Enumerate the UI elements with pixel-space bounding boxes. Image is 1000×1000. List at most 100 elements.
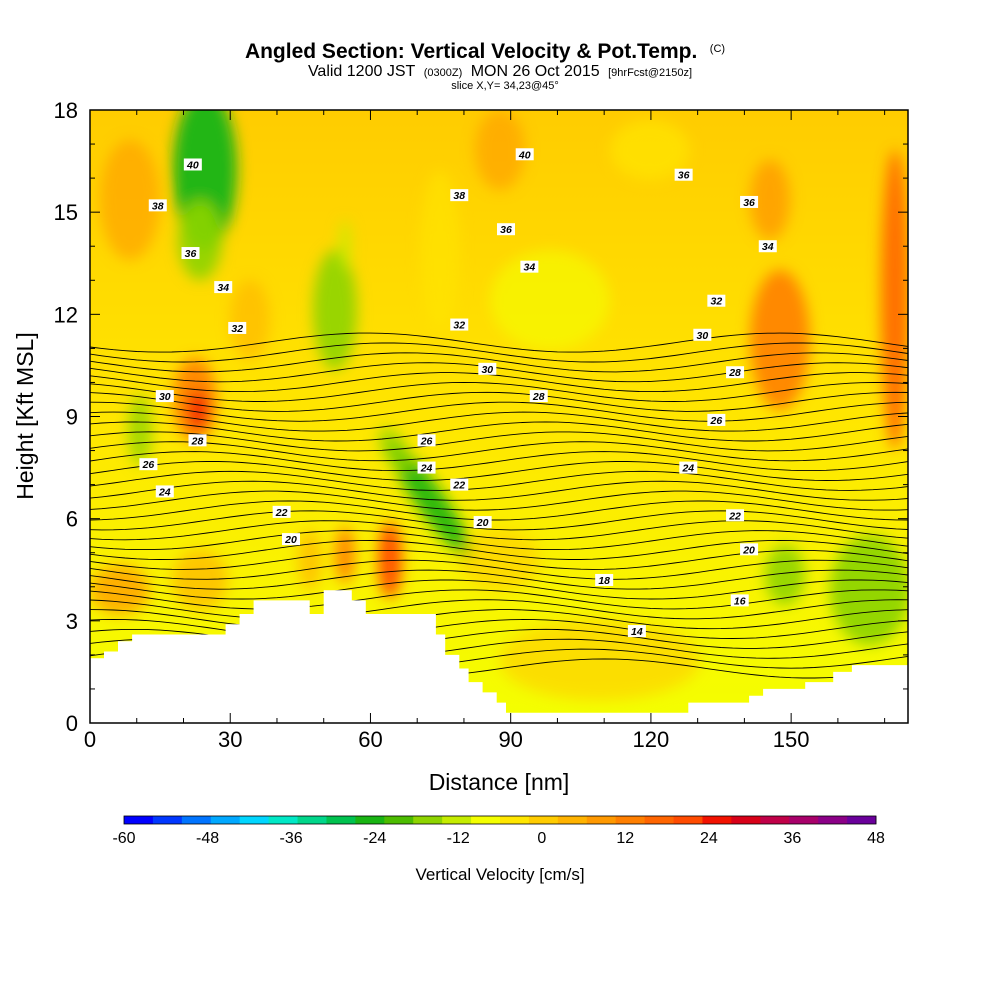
contour-label: 26 (139, 458, 158, 471)
contour-label-text: 16 (734, 595, 746, 607)
theta-contour-line (90, 579, 908, 600)
contour-label: 14 (627, 625, 646, 638)
colorbar-frame (123, 815, 877, 825)
contour-label-text: 28 (728, 367, 741, 379)
contour-label-text: 40 (186, 159, 199, 171)
theta-contour-line (90, 342, 908, 363)
colorbar-tick-label: 24 (700, 830, 718, 847)
contour-label-bg (730, 594, 749, 607)
terrain-mask (90, 590, 908, 723)
colorbar-swatch (760, 816, 790, 824)
theta-contour-line (90, 461, 908, 481)
colorbar-swatch (384, 816, 414, 824)
colorbar-swatch (297, 816, 327, 824)
contour-label: 40 (183, 158, 202, 171)
contour-label-bg (139, 458, 158, 471)
contour-label-bg (214, 281, 233, 294)
colorbar-swatch (152, 816, 183, 824)
contour-label-bg (183, 158, 202, 171)
x-axis-title: Distance [nm] (429, 769, 570, 795)
theta-contour-line (90, 520, 908, 541)
colorbar-swatch (500, 816, 530, 824)
colorbar-swatch (355, 816, 385, 824)
theta-contour-line (90, 391, 908, 412)
contour-label-bg (758, 240, 777, 253)
contour-label-bg (272, 505, 291, 518)
contour-label-text: 34 (524, 262, 536, 274)
x-tick-label: 0 (84, 727, 96, 752)
colorbar-swatch (615, 816, 646, 824)
contour-label-text: 38 (152, 200, 164, 212)
theta-contour-line (90, 421, 908, 442)
velocity-patch (188, 390, 208, 430)
colorbar-swatch (210, 816, 241, 824)
contour-label-text: 34 (762, 241, 774, 253)
colorbar-swatch (847, 816, 877, 824)
theta-contour-line (90, 332, 908, 353)
contour-label-text: 26 (710, 415, 723, 427)
theta-contour-line (90, 470, 908, 491)
slice-info: slice X,Y= 34,23@45° (451, 80, 559, 92)
velocity-patch (230, 280, 270, 360)
title-units-mark: (C) (710, 43, 725, 55)
velocity-patch (460, 530, 540, 590)
x-tick-label: 120 (633, 727, 670, 752)
colorbar-swatch (442, 816, 472, 824)
velocity-patch (420, 170, 460, 330)
contour-label: 24 (679, 461, 698, 475)
contour-label-text: 22 (275, 507, 288, 519)
contour-label: 38 (450, 189, 469, 202)
colorbar-tick-label: -24 (363, 830, 386, 847)
colorbar-swatch (471, 816, 501, 824)
contour-label-bg (155, 390, 174, 403)
colorbar-tick-label: 12 (616, 830, 634, 847)
contour-label-text: 32 (711, 296, 723, 308)
theta-contour-line (90, 559, 908, 580)
contour-label-bg (520, 260, 539, 273)
contour-label: 24 (417, 461, 436, 475)
theta-contour-line (90, 431, 908, 452)
contour-label-bg (707, 294, 726, 307)
contour-label-text: 32 (231, 323, 243, 335)
contour-label-bg (674, 168, 693, 181)
theta-contour-line (90, 480, 908, 501)
valid-date: MON 26 Oct 2015 (471, 63, 600, 80)
y-tick-label: 9 (66, 405, 78, 430)
theta-contour-line (90, 500, 908, 521)
colorbar-tick-label: 36 (784, 830, 802, 847)
velocity-patch (881, 150, 908, 450)
velocity-patch (339, 220, 351, 270)
contour-label-bg (726, 509, 745, 522)
contour-label-text: 20 (476, 517, 489, 529)
contour-label-text: 36 (185, 248, 197, 260)
contour-label-bg (450, 478, 469, 491)
colorbar-tick-label: 48 (867, 830, 885, 847)
contour-label-text: 24 (681, 463, 694, 475)
chart-title: Angled Section: Vertical Velocity & Pot.… (245, 40, 697, 63)
contour-label-text: 24 (158, 486, 171, 498)
contour-label-bg (515, 148, 534, 161)
contour-label-text: 24 (420, 463, 433, 475)
velocity-patch (750, 160, 790, 240)
contour-label-bg (478, 362, 497, 375)
contour-label: 22 (726, 509, 745, 522)
contour-label: 24 (155, 485, 174, 498)
contour-label-text: 20 (284, 534, 297, 546)
contour-label: 34 (758, 240, 777, 253)
colorbar-swatch (181, 816, 212, 824)
valid-time-utc: (0300Z) (424, 67, 463, 79)
contour-label-bg (188, 434, 207, 447)
contour-label: 40 (515, 148, 534, 161)
contour-label-text: 22 (728, 510, 741, 522)
contour-label: 34 (214, 281, 233, 294)
vertical-velocity-field (90, 110, 908, 700)
velocity-patch (178, 200, 222, 280)
contour-label: 30 (478, 362, 497, 376)
contour-label: 30 (693, 328, 712, 342)
contour-label-text: 26 (142, 459, 155, 471)
contour-label-bg (155, 485, 174, 498)
velocity-patch (335, 527, 355, 583)
colorbar-title: Vertical Velocity [cm/s] (415, 865, 584, 884)
colorbar-labels: -60 -48 -36 -24 -12 0 12 24 36 48 (112, 830, 885, 847)
